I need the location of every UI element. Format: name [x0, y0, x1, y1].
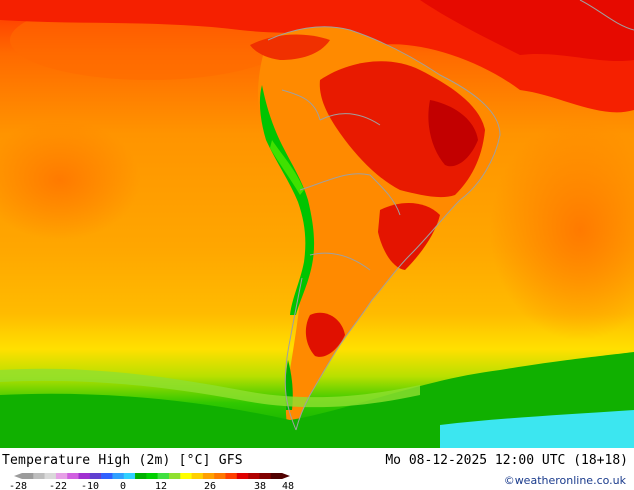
patagonia-hot-spot	[305, 312, 345, 357]
legend-arrow-left	[14, 473, 22, 479]
legend-swatch	[214, 473, 226, 479]
legend-swatch	[225, 473, 238, 479]
legend-swatch	[146, 473, 158, 479]
legend-arrow-right	[282, 473, 290, 479]
valid-time: Mo 08-12-2025 12:00 UTC (18+18)	[385, 453, 628, 468]
southeast-brazil-hot	[378, 203, 440, 270]
legend-tick-label: 26	[204, 481, 216, 490]
hot-top-band	[420, 0, 634, 62]
legend-tick-label: 48	[282, 481, 294, 490]
site-credit[interactable]: ©weatheronline.co.uk	[503, 474, 626, 487]
legend-swatch	[270, 473, 283, 479]
warm-ocean-patch	[0, 120, 140, 240]
color-legend: -28 -22 -10 0 12 26 38 48	[9, 473, 294, 490]
legend-swatch	[236, 473, 249, 479]
legend-swatch	[191, 473, 204, 479]
legend-tick-label: -28	[9, 481, 27, 490]
legend-tick-label: 12	[155, 481, 167, 490]
brazil-very-hot	[428, 100, 478, 167]
legend-swatch	[55, 473, 68, 479]
country-borders	[267, 0, 634, 431]
legend-swatch	[112, 473, 125, 479]
legend-tick-label: -22	[49, 481, 67, 490]
legend-swatch	[168, 473, 181, 479]
legend-swatch	[67, 473, 79, 479]
product-title: Temperature High (2m) [°C] GFS	[2, 453, 243, 468]
andes-highlands	[270, 140, 304, 195]
temperature-map	[0, 0, 634, 448]
legend-tick-label: 0	[120, 481, 126, 490]
legend-swatch	[78, 473, 91, 479]
legend-tick-label: -10	[81, 481, 99, 490]
northern-coast-hot	[250, 34, 330, 60]
legend-swatch	[259, 473, 271, 479]
legend-swatch	[157, 473, 170, 479]
legend-swatch	[202, 473, 215, 479]
southern-light-green	[0, 368, 420, 408]
legend-swatch	[135, 473, 147, 479]
warm-ocean-patch	[490, 120, 634, 340]
southern-cold-cyan	[440, 410, 634, 448]
legend-swatch	[33, 473, 45, 479]
legend-swatch	[101, 473, 113, 479]
legend-swatch	[22, 473, 34, 479]
legend-tick-label: 38	[254, 481, 266, 490]
map-footer: Temperature High (2m) [°C] GFS Mo 08-12-…	[0, 448, 634, 490]
legend-swatch	[248, 473, 260, 479]
legend-swatch	[123, 473, 136, 479]
legend-swatch	[89, 473, 102, 479]
legend-swatch	[180, 473, 192, 479]
legend-swatch	[44, 473, 57, 479]
